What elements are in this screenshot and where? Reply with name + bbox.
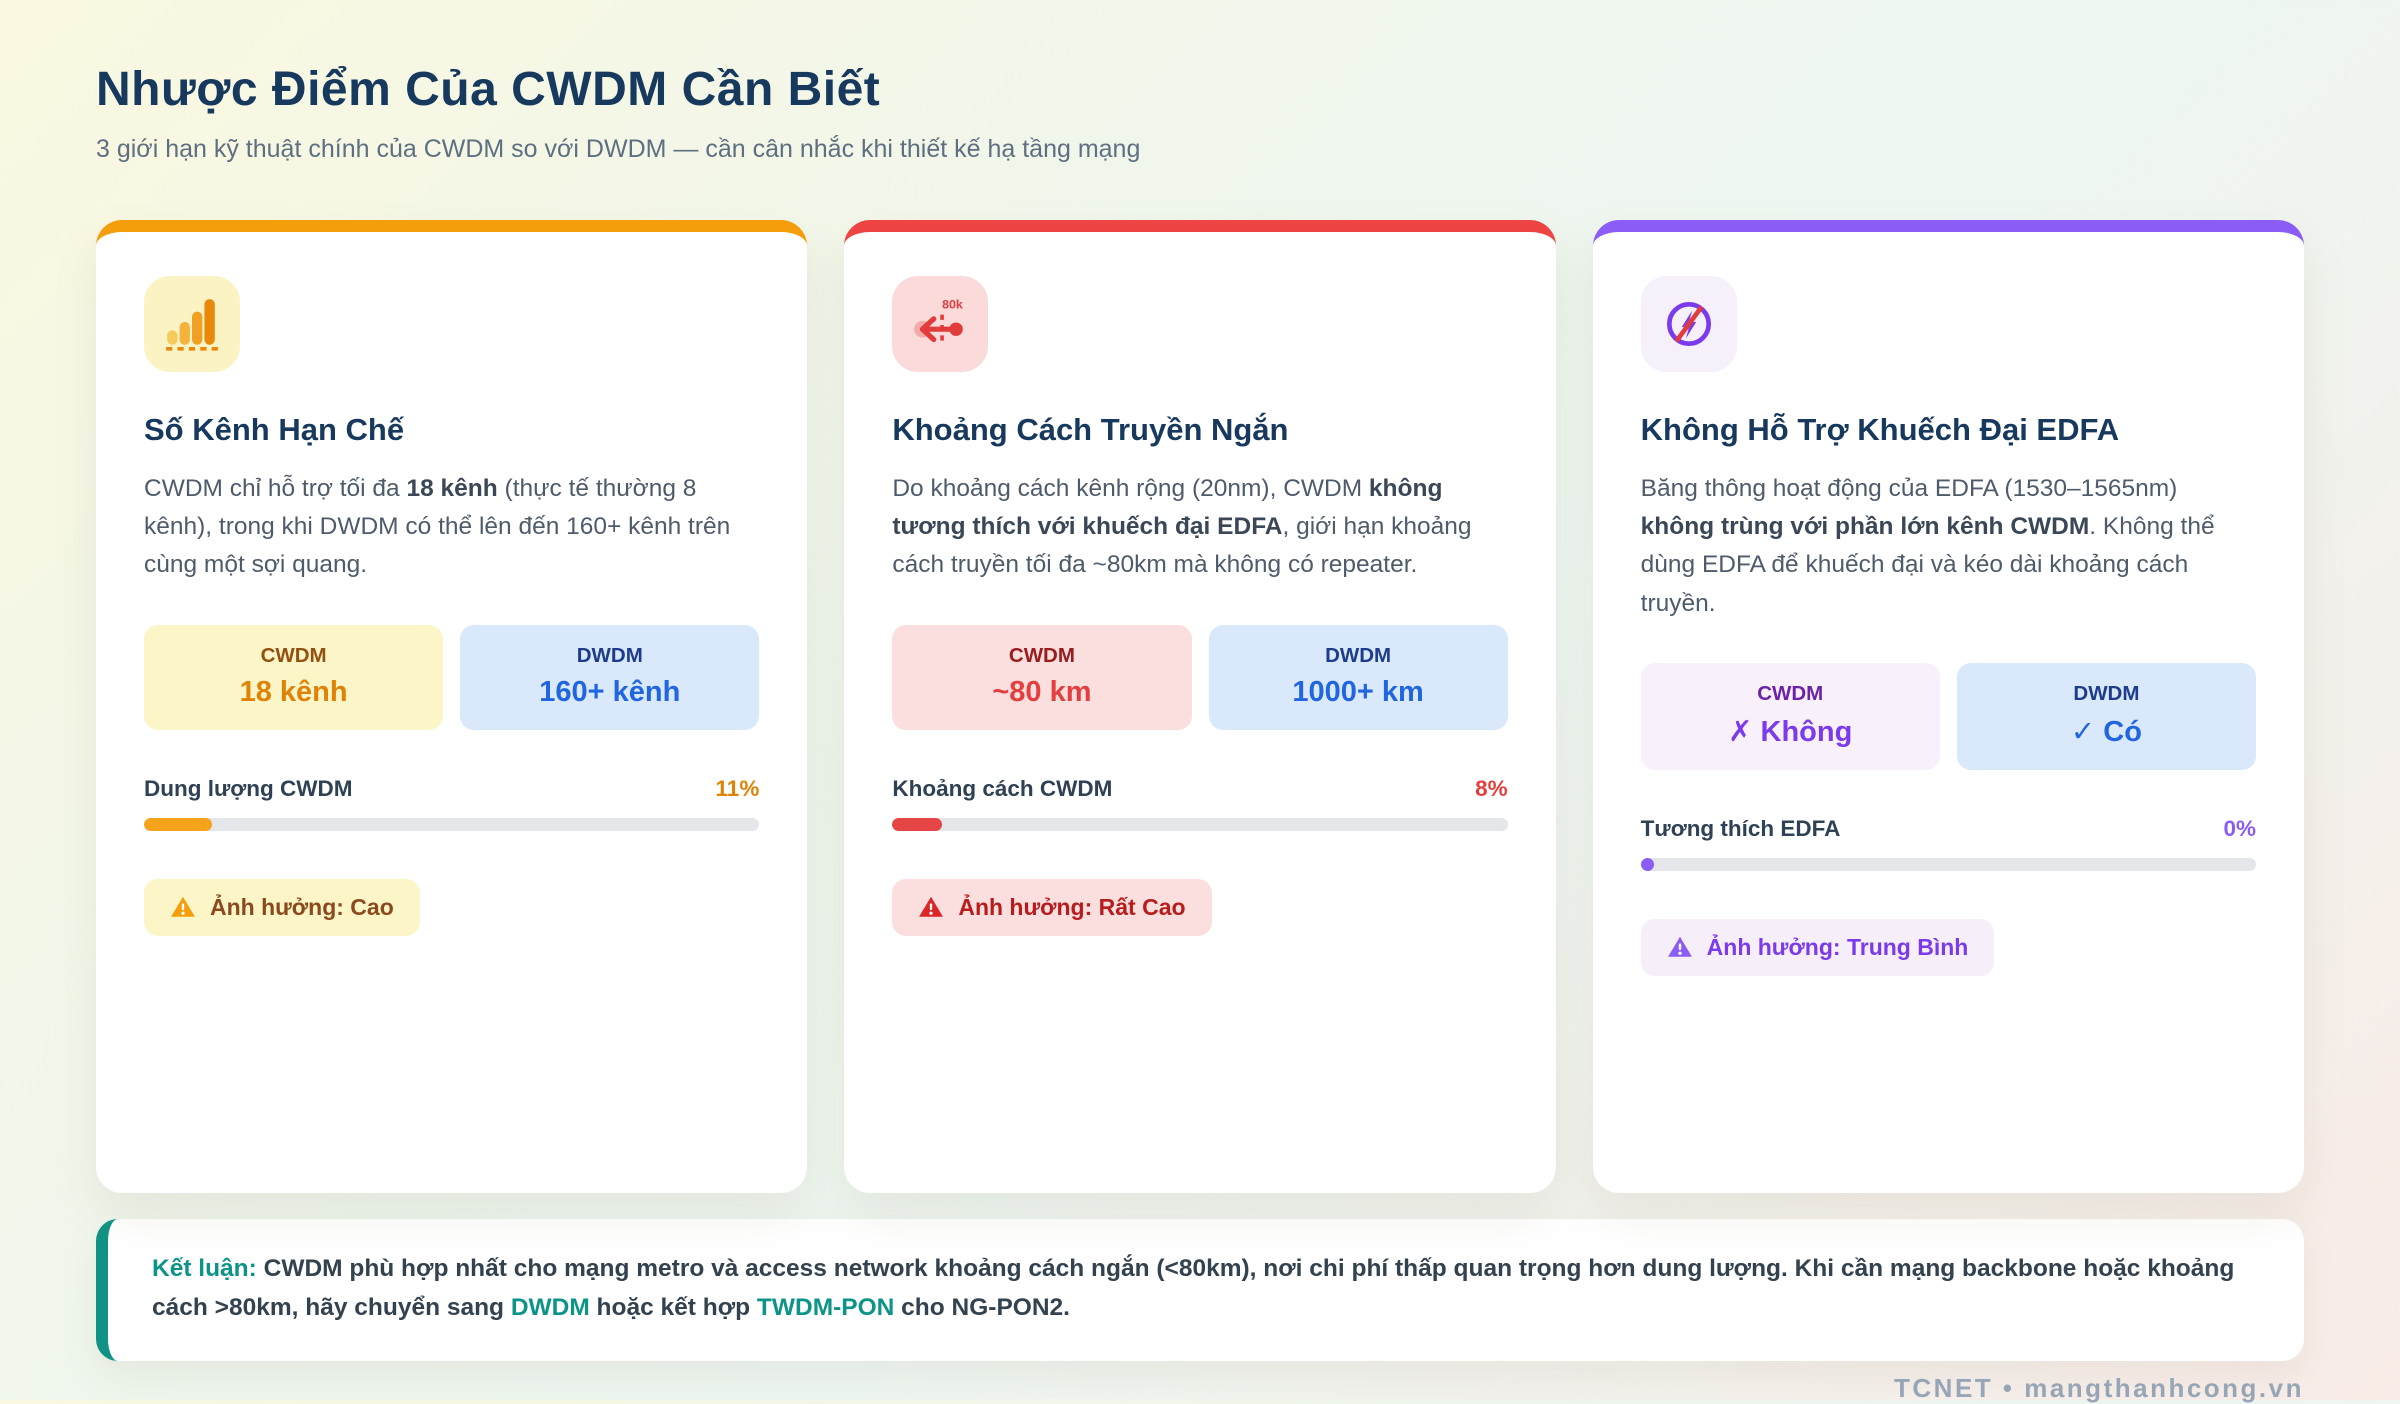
progress-fill [892,817,942,831]
no-amplifier-icon [1640,276,1737,372]
cards-row: Số Kênh Hạn Chế CWDM chỉ hỗ trợ tối đa 1… [96,220,2304,1193]
dwdm-label: DWDM [2073,681,2140,705]
warning-icon [919,896,944,917]
card-title: Không Hỗ Trợ Khuếch Đại EDFA [1640,412,2120,447]
warning-icon [171,896,195,917]
progress-fill [144,817,212,831]
dwdm-badge: DWDM 1000+ km [1208,624,1508,730]
cwdm-badge: CWDM ✗ Không [1640,662,1940,770]
card-description: Do khoảng cách kênh rộng (20nm), CWDM kh… [892,475,1472,579]
cwdm-label: CWDM [1008,643,1075,667]
impact-label: Ảnh hưởng: Rất Cao [958,893,1186,920]
icon-text: 80k [942,297,963,311]
card-short-distance: 80k Khoảng Cách Truyền Ngắn Do khoảng cá… [844,220,1556,1193]
metric-percent: 0% [2223,815,2256,841]
dwdm-badge: DWDM ✓ Có [1956,662,2256,770]
warning-icon [1667,937,1692,958]
card-limited-channels: Số Kênh Hạn Chế CWDM chỉ hỗ trợ tối đa 1… [96,220,808,1193]
dwdm-label: DWDM [1325,643,1392,667]
dwdm-value: ✓ Có [2070,715,2142,748]
comparison-badges: CWDM ✗ Không DWDM ✓ Có [1640,662,2256,770]
card-no-edfa: Không Hỗ Trợ Khuếch Đại EDFA Băng thông … [1592,220,2304,1193]
progress-track [892,817,1508,831]
progress-track [144,817,760,831]
metric-row: Tương thích EDFA 0% [1641,816,2256,842]
short-distance-arrow-icon: 80k [892,276,989,372]
metric-label: Khoảng cách CWDM [892,775,1113,801]
card-title: Khoảng Cách Truyền Ngắn [892,412,1289,447]
cwdm-value: 18 kênh [239,675,348,708]
metric-percent: 11% [715,775,760,801]
card-description: CWDM chỉ hỗ trợ tối đa 18 kênh (thực tế … [144,475,731,579]
metric-percent: 8% [1475,775,1508,801]
dwdm-label: DWDM [576,643,643,667]
progress-track [1640,857,2256,871]
progress-fill [1640,857,1654,871]
impact-badge: Ảnh hưởng: Rất Cao [892,878,1212,936]
comparison-badges: CWDM 18 kênh DWDM 160+ kênh [144,624,760,730]
impact-badge: Ảnh hưởng: Trung Bình [1640,918,1995,976]
impact-label: Ảnh hưởng: Trung Bình [1706,933,1969,960]
impact-label: Ảnh hưởng: Cao [210,893,394,920]
cwdm-label: CWDM [260,643,327,667]
comparison-badges: CWDM ~80 km DWDM 1000+ km [892,624,1508,730]
page-subtitle: 3 giới hạn kỹ thuật chính của CWDM so vớ… [96,135,1141,163]
card-description: Băng thông hoạt động của EDFA (1530–1565… [1640,475,2215,617]
dwdm-value: 1000+ km [1292,675,1424,708]
metric-row: Khoảng cách CWDM 8% [892,776,1507,802]
page-title: Nhược Điểm Của CWDM Cần Biết [96,63,881,116]
metric-label: Dung lượng CWDM [144,775,353,801]
cwdm-value: ✗ Không [1728,715,1853,748]
cwdm-badge: CWDM 18 kênh [144,624,444,730]
metric-label: Tương thích EDFA [1640,815,1841,841]
dwdm-badge: DWDM 160+ kênh [460,624,760,730]
impact-badge: Ảnh hưởng: Cao [144,878,420,936]
page-header: Nhược Điểm Của CWDM Cần Biết 3 giới hạn … [96,62,2304,164]
card-title: Số Kênh Hạn Chế [144,412,405,447]
metric-row: Dung lượng CWDM 11% [144,776,759,802]
conclusion-box: Kết luận: CWDM phù hợp nhất cho mạng met… [96,1219,2304,1362]
bar-chart-icon [144,276,240,372]
cwdm-badge: CWDM ~80 km [892,624,1192,730]
dwdm-value: 160+ kênh [539,675,681,708]
cwdm-label: CWDM [1757,681,1824,705]
footer-credit: TCNET • mangthanhcong.vn [1894,1373,2304,1404]
cwdm-value: ~80 km [992,675,1092,708]
